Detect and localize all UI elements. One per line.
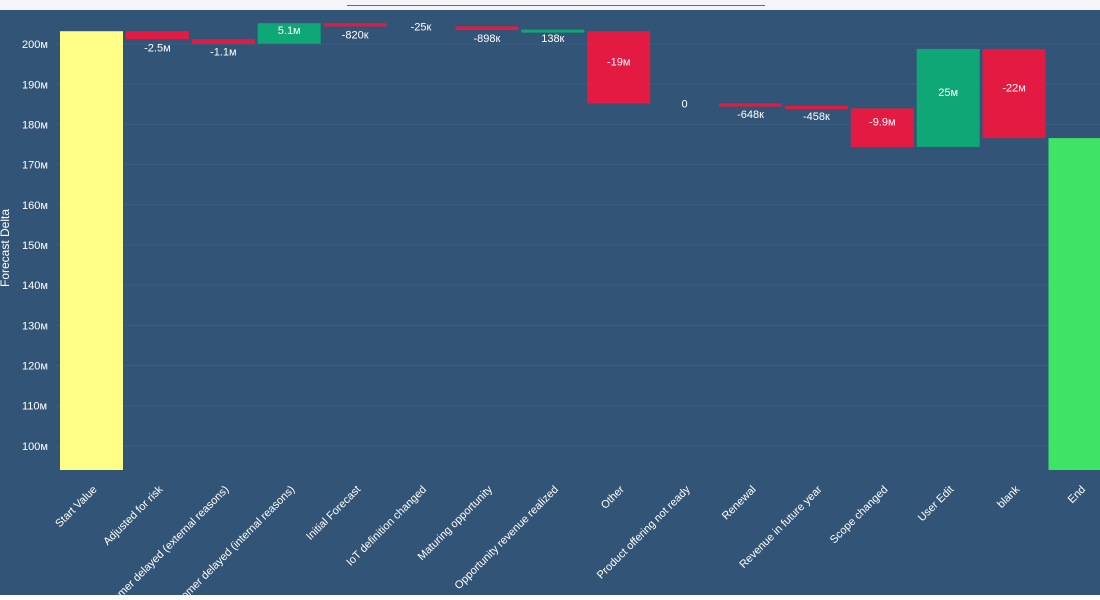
bar-data-label: -458к	[803, 111, 830, 123]
bar-data-label: -648к	[737, 109, 764, 121]
y-tick-label: 150м	[22, 240, 48, 252]
y-tick-label: 160м	[22, 200, 48, 212]
waterfall-bar	[191, 39, 255, 44]
waterfall-bar	[125, 31, 189, 40]
x-tick-label: Opportunity revenue realized	[453, 484, 561, 592]
toolbar-divider	[347, 5, 765, 6]
y-tick-label: 130м	[22, 320, 48, 332]
bar-data-label: -1.1м	[210, 47, 237, 59]
x-tick-label: Adjusted for risk	[101, 483, 166, 548]
y-tick-label: 140м	[22, 280, 48, 292]
x-tick-label: Renewal	[720, 484, 759, 523]
waterfall-bar	[1048, 138, 1100, 470]
y-tick-label: 100м	[22, 441, 48, 453]
bar-data-label: -9.9м	[869, 117, 896, 129]
waterfall-bar	[587, 31, 651, 104]
waterfall-bar	[455, 26, 519, 31]
top-toolbar	[0, 0, 1100, 10]
waterfall-chart: 100м 110м 120м 130м 140м 150м 160м 170м 180м 190м…	[22, 21, 1100, 595]
y-tick-label: 190м	[22, 79, 48, 91]
x-tick-label: Initial Forecast	[304, 484, 363, 543]
bar-data-label: -25к	[411, 21, 432, 33]
bar-data-label: -820к	[342, 29, 369, 41]
waterfall-bar	[257, 23, 321, 44]
y-axis-label: Forecast Delta	[0, 208, 12, 287]
y-tick-label: 120м	[22, 361, 48, 373]
bar-data-label: -2.5м	[144, 42, 171, 54]
x-tick-label: User Edit	[916, 484, 956, 524]
x-tick-label: Other	[599, 483, 627, 511]
bar-data-label: 138к	[541, 33, 564, 45]
chart-panel: 100м 110м 120м 130м 140м 150м 160м 170м 180м 190м…	[0, 10, 1100, 595]
x-tick-label: End	[1066, 484, 1088, 506]
y-tick-label: 200м	[22, 39, 48, 51]
bar-data-label: 5.1м	[278, 25, 301, 37]
y-tick-label: 180м	[22, 119, 48, 131]
waterfall-bar	[916, 48, 980, 147]
bar-data-label: -898к	[473, 33, 500, 45]
waterfall-bar	[784, 105, 848, 109]
y-tick-label: 170м	[22, 160, 48, 172]
y-tick-label: 110м	[22, 401, 47, 413]
waterfall-bar	[982, 48, 1046, 139]
bar-data-label: -19м	[607, 56, 630, 68]
x-tick-label: blank	[995, 483, 1022, 510]
waterfall-bar	[323, 23, 387, 27]
waterfall-bar	[521, 29, 585, 33]
bar-data-label: -22м	[1002, 82, 1025, 94]
waterfall-bar	[719, 103, 782, 107]
x-tick-label: Maturing opportunity	[416, 483, 496, 563]
waterfall-bar	[850, 108, 914, 147]
waterfall-bar	[60, 31, 123, 471]
x-tick-label: Scope changed	[828, 484, 891, 547]
bar-data-label: 25м	[938, 87, 958, 99]
x-tick-label: Start Value	[53, 484, 99, 530]
bar-data-label: 0	[682, 99, 688, 111]
